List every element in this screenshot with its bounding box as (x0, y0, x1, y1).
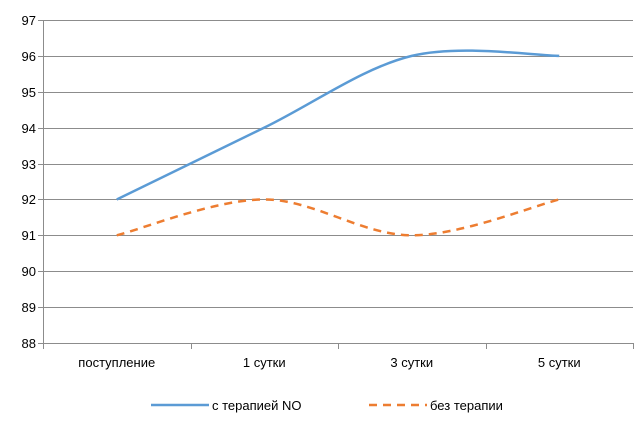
y-tick-label: 93 (22, 157, 36, 172)
y-tick-label: 94 (22, 121, 36, 136)
legend-label-1: с терапией NO (212, 398, 302, 413)
y-tick-label: 92 (22, 192, 36, 207)
legend-label-2: без терапии (430, 398, 503, 413)
grid-layer (43, 20, 633, 344)
y-tick-label: 96 (22, 49, 36, 64)
y-tick-label: 95 (22, 85, 36, 100)
series-line-2 (116, 198, 560, 237)
legend: с терапией NO без терапии (151, 398, 503, 413)
x-tick-label: 1 сутки (243, 355, 286, 370)
y-tick-label: 91 (22, 228, 36, 243)
series-line-1 (116, 49, 560, 201)
x-tick-label: 3 сутки (390, 355, 433, 370)
y-tick-label: 89 (22, 300, 36, 315)
axis-layer: 88 89 90 91 92 93 94 95 96 97 поступление 1 сутки 3 … (22, 13, 634, 370)
series-layer (116, 49, 560, 237)
y-tick-label: 90 (22, 264, 36, 279)
y-tick-label: 88 (22, 336, 36, 351)
y-tick-label: 97 (22, 13, 36, 28)
x-tick-label: 5 сутки (538, 355, 581, 370)
x-tick-label: поступление (78, 355, 155, 370)
